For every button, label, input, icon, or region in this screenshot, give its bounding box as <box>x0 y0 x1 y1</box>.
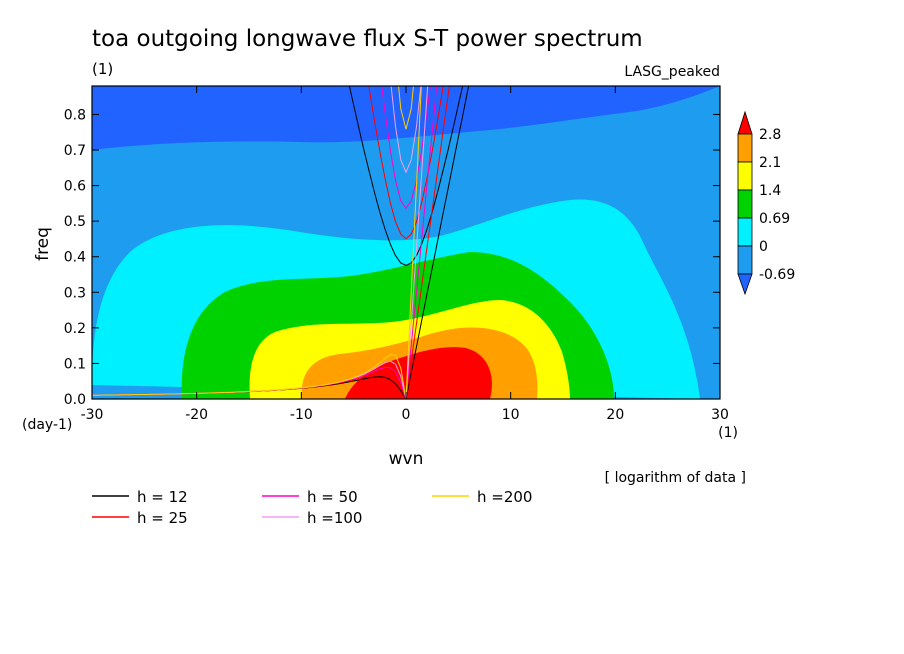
colorbar-label: 0.69 <box>759 211 790 227</box>
y-tick-label: 0.2 <box>64 321 86 337</box>
y-axis-units: (day-1) <box>22 417 72 433</box>
y-tick-label: 0.7 <box>64 143 86 159</box>
y-axis: 0.0 0.1 0.2 0.3 0.4 0.5 0.6 0.7 0.8 <box>64 107 720 408</box>
legend-label: h = 25 <box>137 509 188 527</box>
colorbar-note: [ logarithm of data ] <box>605 470 746 486</box>
y-tick-label: 0.0 <box>64 392 86 408</box>
y-axis-label: freq <box>33 227 53 261</box>
x-axis-label: wvn <box>389 449 424 469</box>
y-tick-label: 0.4 <box>64 250 86 266</box>
y-tick-label: 0.1 <box>64 356 86 372</box>
colorbar-segment <box>737 161 753 191</box>
contour-fill-level-5 <box>345 347 492 399</box>
x-tick-label: 10 <box>502 407 520 423</box>
legend-label: h = 12 <box>137 488 188 506</box>
y-tick-label: 0.6 <box>64 179 86 195</box>
y-tick-label: 0.8 <box>64 107 86 123</box>
x-axis-units: (1) <box>718 425 738 441</box>
gravity-curve-h-25 <box>368 86 444 240</box>
x-tick-label: 30 <box>711 407 729 423</box>
plot-area <box>91 85 721 400</box>
kelvin-curve-h-12 <box>405 86 470 399</box>
gravity-curve-h-12 <box>348 86 464 267</box>
y-tick-label: 0.3 <box>64 285 86 301</box>
dispersion-curves <box>92 86 470 399</box>
colorbar: 2.8 2.1 1.4 0.69 0 -0.69 <box>737 110 795 296</box>
colorbar-segment <box>737 133 753 163</box>
colorbar-bottom-arrow <box>737 273 753 296</box>
colorbar-top-arrow <box>737 110 753 135</box>
colorbar-label: 1.4 <box>759 183 781 199</box>
x-tick-label: 0 <box>402 407 411 423</box>
gravity-curve-h-100 <box>390 86 422 174</box>
colorbar-segment <box>737 189 753 219</box>
colorbar-segment <box>737 245 753 275</box>
legend-label: h =200 <box>477 488 532 506</box>
colorbar-label: 2.8 <box>759 127 781 143</box>
colorbar-label: 0 <box>759 239 768 255</box>
y-tick-label: 0.5 <box>64 214 86 230</box>
x-tick-label: -30 <box>81 407 104 423</box>
x-tick-label: -10 <box>290 407 313 423</box>
legend-label: h = 50 <box>307 488 358 506</box>
legend-label: h =100 <box>307 509 362 527</box>
rossby-curve-h-200 <box>92 354 407 399</box>
colorbar-label: -0.69 <box>759 267 795 283</box>
chart-title: toa outgoing longwave flux S-T power spe… <box>92 26 643 52</box>
colorbar-label: 2.1 <box>759 155 781 171</box>
x-axis: -30 -20 -10 0 10 20 30 <box>81 86 729 423</box>
x-tick-label: -20 <box>185 407 208 423</box>
experiment-label: LASG_peaked <box>624 64 720 80</box>
title-units: (1) <box>92 60 113 78</box>
gravity-curve-h-200 <box>398 86 414 130</box>
colorbar-segment <box>737 217 753 247</box>
gravity-curve-h-50 <box>381 86 431 210</box>
x-tick-label: 20 <box>606 407 624 423</box>
dispersion-legend: h = 12 h = 25 h = 50 h =100 h =200 <box>92 488 532 527</box>
